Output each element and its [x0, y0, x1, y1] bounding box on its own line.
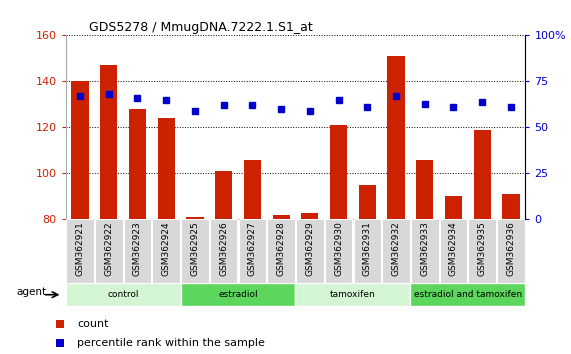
- Text: GSM362926: GSM362926: [219, 221, 228, 276]
- FancyBboxPatch shape: [181, 219, 209, 283]
- Text: GSM362932: GSM362932: [392, 221, 400, 276]
- Bar: [71, 81, 89, 219]
- FancyBboxPatch shape: [124, 219, 151, 283]
- FancyBboxPatch shape: [66, 283, 180, 306]
- FancyBboxPatch shape: [353, 219, 381, 283]
- FancyBboxPatch shape: [95, 219, 123, 283]
- FancyBboxPatch shape: [440, 219, 467, 283]
- Text: GSM362936: GSM362936: [506, 221, 516, 276]
- FancyBboxPatch shape: [180, 283, 296, 306]
- Text: GSM362922: GSM362922: [104, 221, 113, 276]
- FancyBboxPatch shape: [468, 219, 496, 283]
- Bar: [158, 118, 175, 219]
- Bar: [330, 125, 347, 219]
- Text: GSM362934: GSM362934: [449, 221, 458, 276]
- Bar: [359, 185, 376, 219]
- Bar: [186, 217, 204, 219]
- FancyBboxPatch shape: [296, 283, 411, 306]
- FancyBboxPatch shape: [66, 219, 94, 283]
- Text: count: count: [77, 319, 108, 329]
- Text: GSM362921: GSM362921: [75, 221, 85, 276]
- Bar: [473, 130, 491, 219]
- FancyBboxPatch shape: [382, 219, 410, 283]
- Text: GDS5278 / MmugDNA.7222.1.S1_at: GDS5278 / MmugDNA.7222.1.S1_at: [89, 21, 312, 34]
- Text: percentile rank within the sample: percentile rank within the sample: [77, 338, 265, 348]
- Text: GSM362933: GSM362933: [420, 221, 429, 276]
- Text: estradiol and tamoxifen: estradiol and tamoxifen: [414, 290, 522, 299]
- FancyBboxPatch shape: [152, 219, 180, 283]
- Bar: [445, 196, 462, 219]
- Bar: [100, 65, 118, 219]
- FancyBboxPatch shape: [267, 219, 295, 283]
- Text: GSM362930: GSM362930: [334, 221, 343, 276]
- Text: GSM362923: GSM362923: [133, 221, 142, 276]
- Text: agent: agent: [17, 287, 47, 297]
- Text: GSM362931: GSM362931: [363, 221, 372, 276]
- Bar: [129, 109, 146, 219]
- Text: GSM362927: GSM362927: [248, 221, 257, 276]
- FancyBboxPatch shape: [325, 219, 352, 283]
- Text: GSM362928: GSM362928: [276, 221, 286, 276]
- Text: control: control: [107, 290, 139, 299]
- FancyBboxPatch shape: [239, 219, 266, 283]
- Bar: [272, 215, 289, 219]
- Text: GSM362925: GSM362925: [191, 221, 199, 276]
- Bar: [244, 160, 261, 219]
- FancyBboxPatch shape: [210, 219, 238, 283]
- Bar: [387, 56, 405, 219]
- Text: tamoxifen: tamoxifen: [330, 290, 376, 299]
- Text: GSM362924: GSM362924: [162, 221, 171, 276]
- Text: estradiol: estradiol: [218, 290, 258, 299]
- Bar: [502, 194, 520, 219]
- Text: GSM362935: GSM362935: [478, 221, 486, 276]
- FancyBboxPatch shape: [411, 219, 439, 283]
- FancyBboxPatch shape: [411, 283, 525, 306]
- Bar: [416, 160, 433, 219]
- Bar: [215, 171, 232, 219]
- FancyBboxPatch shape: [296, 219, 324, 283]
- Bar: [301, 212, 319, 219]
- Text: GSM362929: GSM362929: [305, 221, 315, 276]
- FancyBboxPatch shape: [497, 219, 525, 283]
